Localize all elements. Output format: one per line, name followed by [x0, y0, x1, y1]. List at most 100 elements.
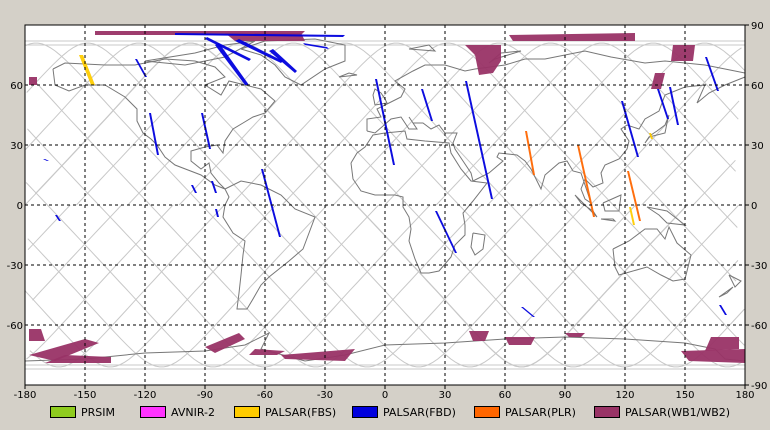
observation-swath: [669, 87, 679, 125]
observation-swath: [215, 209, 219, 217]
observation-swath: [43, 159, 49, 161]
legend: PRSIM AVNIR-2 PALSAR(FBS) PALSAR(FBD) PA…: [0, 402, 770, 424]
lon-tick-label: -180: [14, 390, 37, 401]
observation-swath: [45, 355, 111, 363]
observation-swath: [435, 211, 457, 253]
orbit-track: [27, 42, 738, 368]
coastline: [728, 274, 742, 288]
observation-swath: [505, 337, 535, 345]
lat-tick-label-left: -60: [7, 321, 23, 332]
lon-tick-label: 90: [559, 390, 572, 401]
observation-swath: [29, 329, 45, 341]
observation-swath: [175, 33, 345, 37]
lat-tick-label-right: 90: [751, 21, 764, 32]
legend-label: PALSAR(PLR): [505, 405, 576, 419]
observation-swath: [565, 333, 585, 337]
coastline: [600, 218, 617, 222]
observation-swath: [303, 43, 329, 49]
coastline: [612, 225, 692, 282]
observation-swath: [29, 77, 37, 85]
coastline: [222, 180, 316, 310]
lon-tick-label: 150: [675, 390, 694, 401]
legend-item-palsar-wb: PALSAR(WB1/WB2): [594, 402, 730, 422]
observation-swath: [149, 113, 159, 155]
observation-swath: [705, 57, 719, 91]
legend-item-palsar-fbs: PALSAR(FBS): [234, 402, 336, 422]
lat-tick-label-right: 30: [751, 141, 764, 152]
observation-swath: [235, 39, 283, 63]
lat-tick-label-right: -30: [751, 261, 767, 272]
observation-swath: [211, 181, 217, 193]
lon-tick-label: 180: [735, 390, 754, 401]
legend-swatch: [352, 406, 378, 418]
lat-tick-label-left: 60: [10, 81, 23, 92]
coastline: [602, 194, 622, 212]
coastline: [470, 232, 486, 256]
observation-swath: [521, 307, 535, 317]
legend-swatch: [50, 406, 76, 418]
observation-swath: [465, 81, 493, 199]
observation-swath: [577, 145, 595, 217]
observation-swath: [261, 169, 281, 237]
legend-swatch: [140, 406, 166, 418]
coastline: [52, 58, 276, 190]
observation-swath: [509, 33, 635, 41]
lat-tick-label-left: 30: [10, 141, 23, 152]
observation-swath: [215, 43, 249, 85]
observation-swath: [135, 59, 147, 77]
lon-tick-label: -150: [74, 390, 97, 401]
legend-item-palsar-plr: PALSAR(PLR): [474, 402, 576, 422]
legend-label: AVNIR-2: [171, 405, 215, 419]
grid-lines: [25, 25, 745, 385]
observation-swath: [465, 45, 501, 75]
observation-swath: [29, 339, 99, 361]
legend-item-prsim: PRSIM: [50, 402, 115, 422]
observation-swath: [657, 89, 669, 119]
observation-swath: [671, 45, 695, 61]
lon-tick-label: -120: [134, 390, 157, 401]
lon-tick-label: 0: [382, 390, 388, 401]
orbit-track: [24, 42, 737, 368]
observation-swath: [705, 337, 739, 351]
observation-swath: [201, 113, 211, 149]
legend-item-palsar-fbd: PALSAR(FBD): [352, 402, 456, 422]
legend-swatch: [234, 406, 260, 418]
observation-swath: [205, 333, 245, 353]
orbit-track: [26, 42, 740, 368]
lon-tick-label: -60: [257, 390, 273, 401]
observation-swaths: [29, 31, 745, 363]
observation-swath: [191, 185, 197, 193]
orbit-track: [26, 42, 743, 368]
coastline: [646, 206, 687, 226]
observation-swath: [269, 49, 297, 73]
observation-swath: [681, 349, 745, 363]
legend-label: PALSAR(WB1/WB2): [625, 405, 731, 419]
lat-tick-label-right: -90: [751, 381, 767, 392]
lon-tick-label: 60: [499, 390, 512, 401]
orbit-track: [25, 42, 742, 368]
orbit-track: [32, 42, 745, 368]
observation-swath: [627, 171, 641, 221]
lat-tick-label-right: 60: [751, 81, 764, 92]
legend-label: PRSIM: [81, 405, 115, 419]
lat-tick-label-right: 0: [751, 201, 757, 212]
observation-swath: [79, 55, 95, 85]
coastline: [350, 130, 488, 274]
legend-swatch: [594, 406, 620, 418]
legend-swatch: [474, 406, 500, 418]
axis-ticks: -180 -150 -120 -90 -60 -30 0 30 60 90 120 150 180 90 6…: [7, 21, 768, 401]
coastline: [718, 286, 734, 298]
coastline: [338, 72, 358, 78]
observation-swath: [469, 331, 489, 341]
legend-item-avnir2: AVNIR-2: [140, 402, 215, 422]
coastline: [372, 88, 388, 106]
lat-tick-label-right: -60: [751, 321, 767, 332]
lat-tick-label-left: -30: [7, 261, 23, 272]
legend-label: PALSAR(FBD): [383, 405, 456, 419]
observation-swath: [649, 133, 653, 139]
observation-swath: [421, 89, 433, 121]
legend-label: PALSAR(FBS): [265, 405, 337, 419]
observation-swath: [205, 37, 251, 61]
observation-swath: [249, 349, 285, 355]
